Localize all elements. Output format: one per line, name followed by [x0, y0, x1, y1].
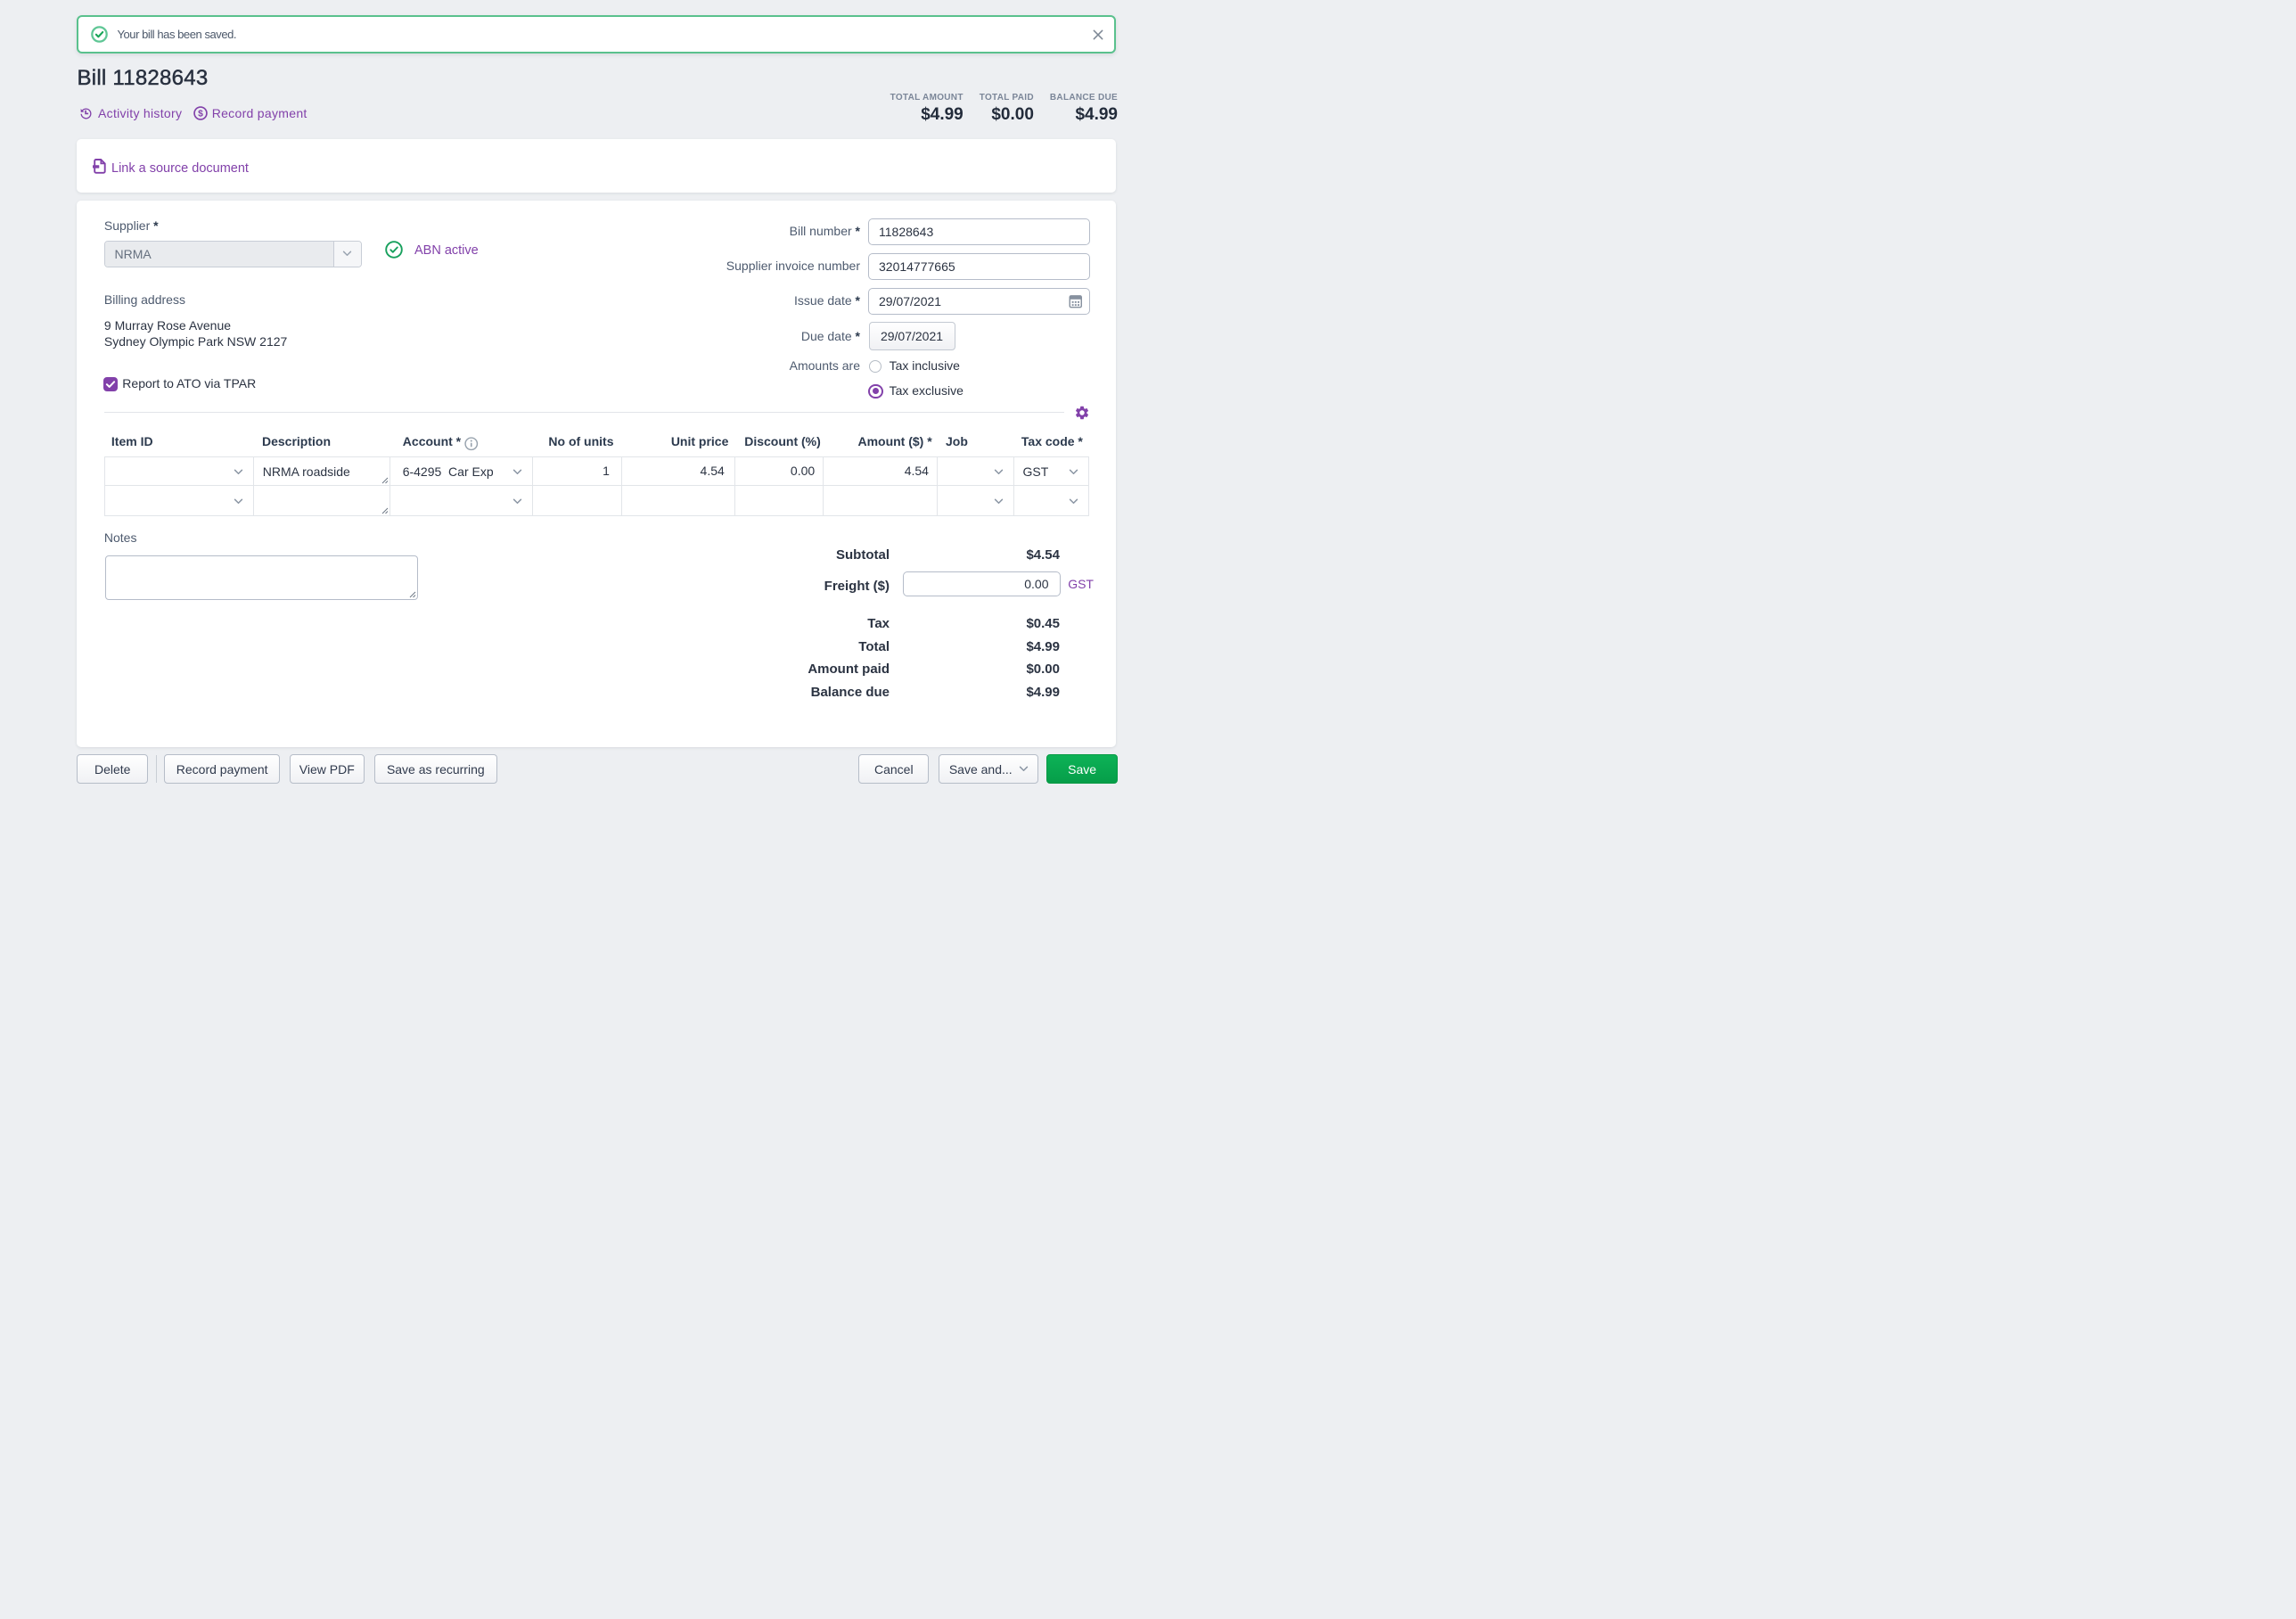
svg-text:$: $ [198, 109, 203, 119]
